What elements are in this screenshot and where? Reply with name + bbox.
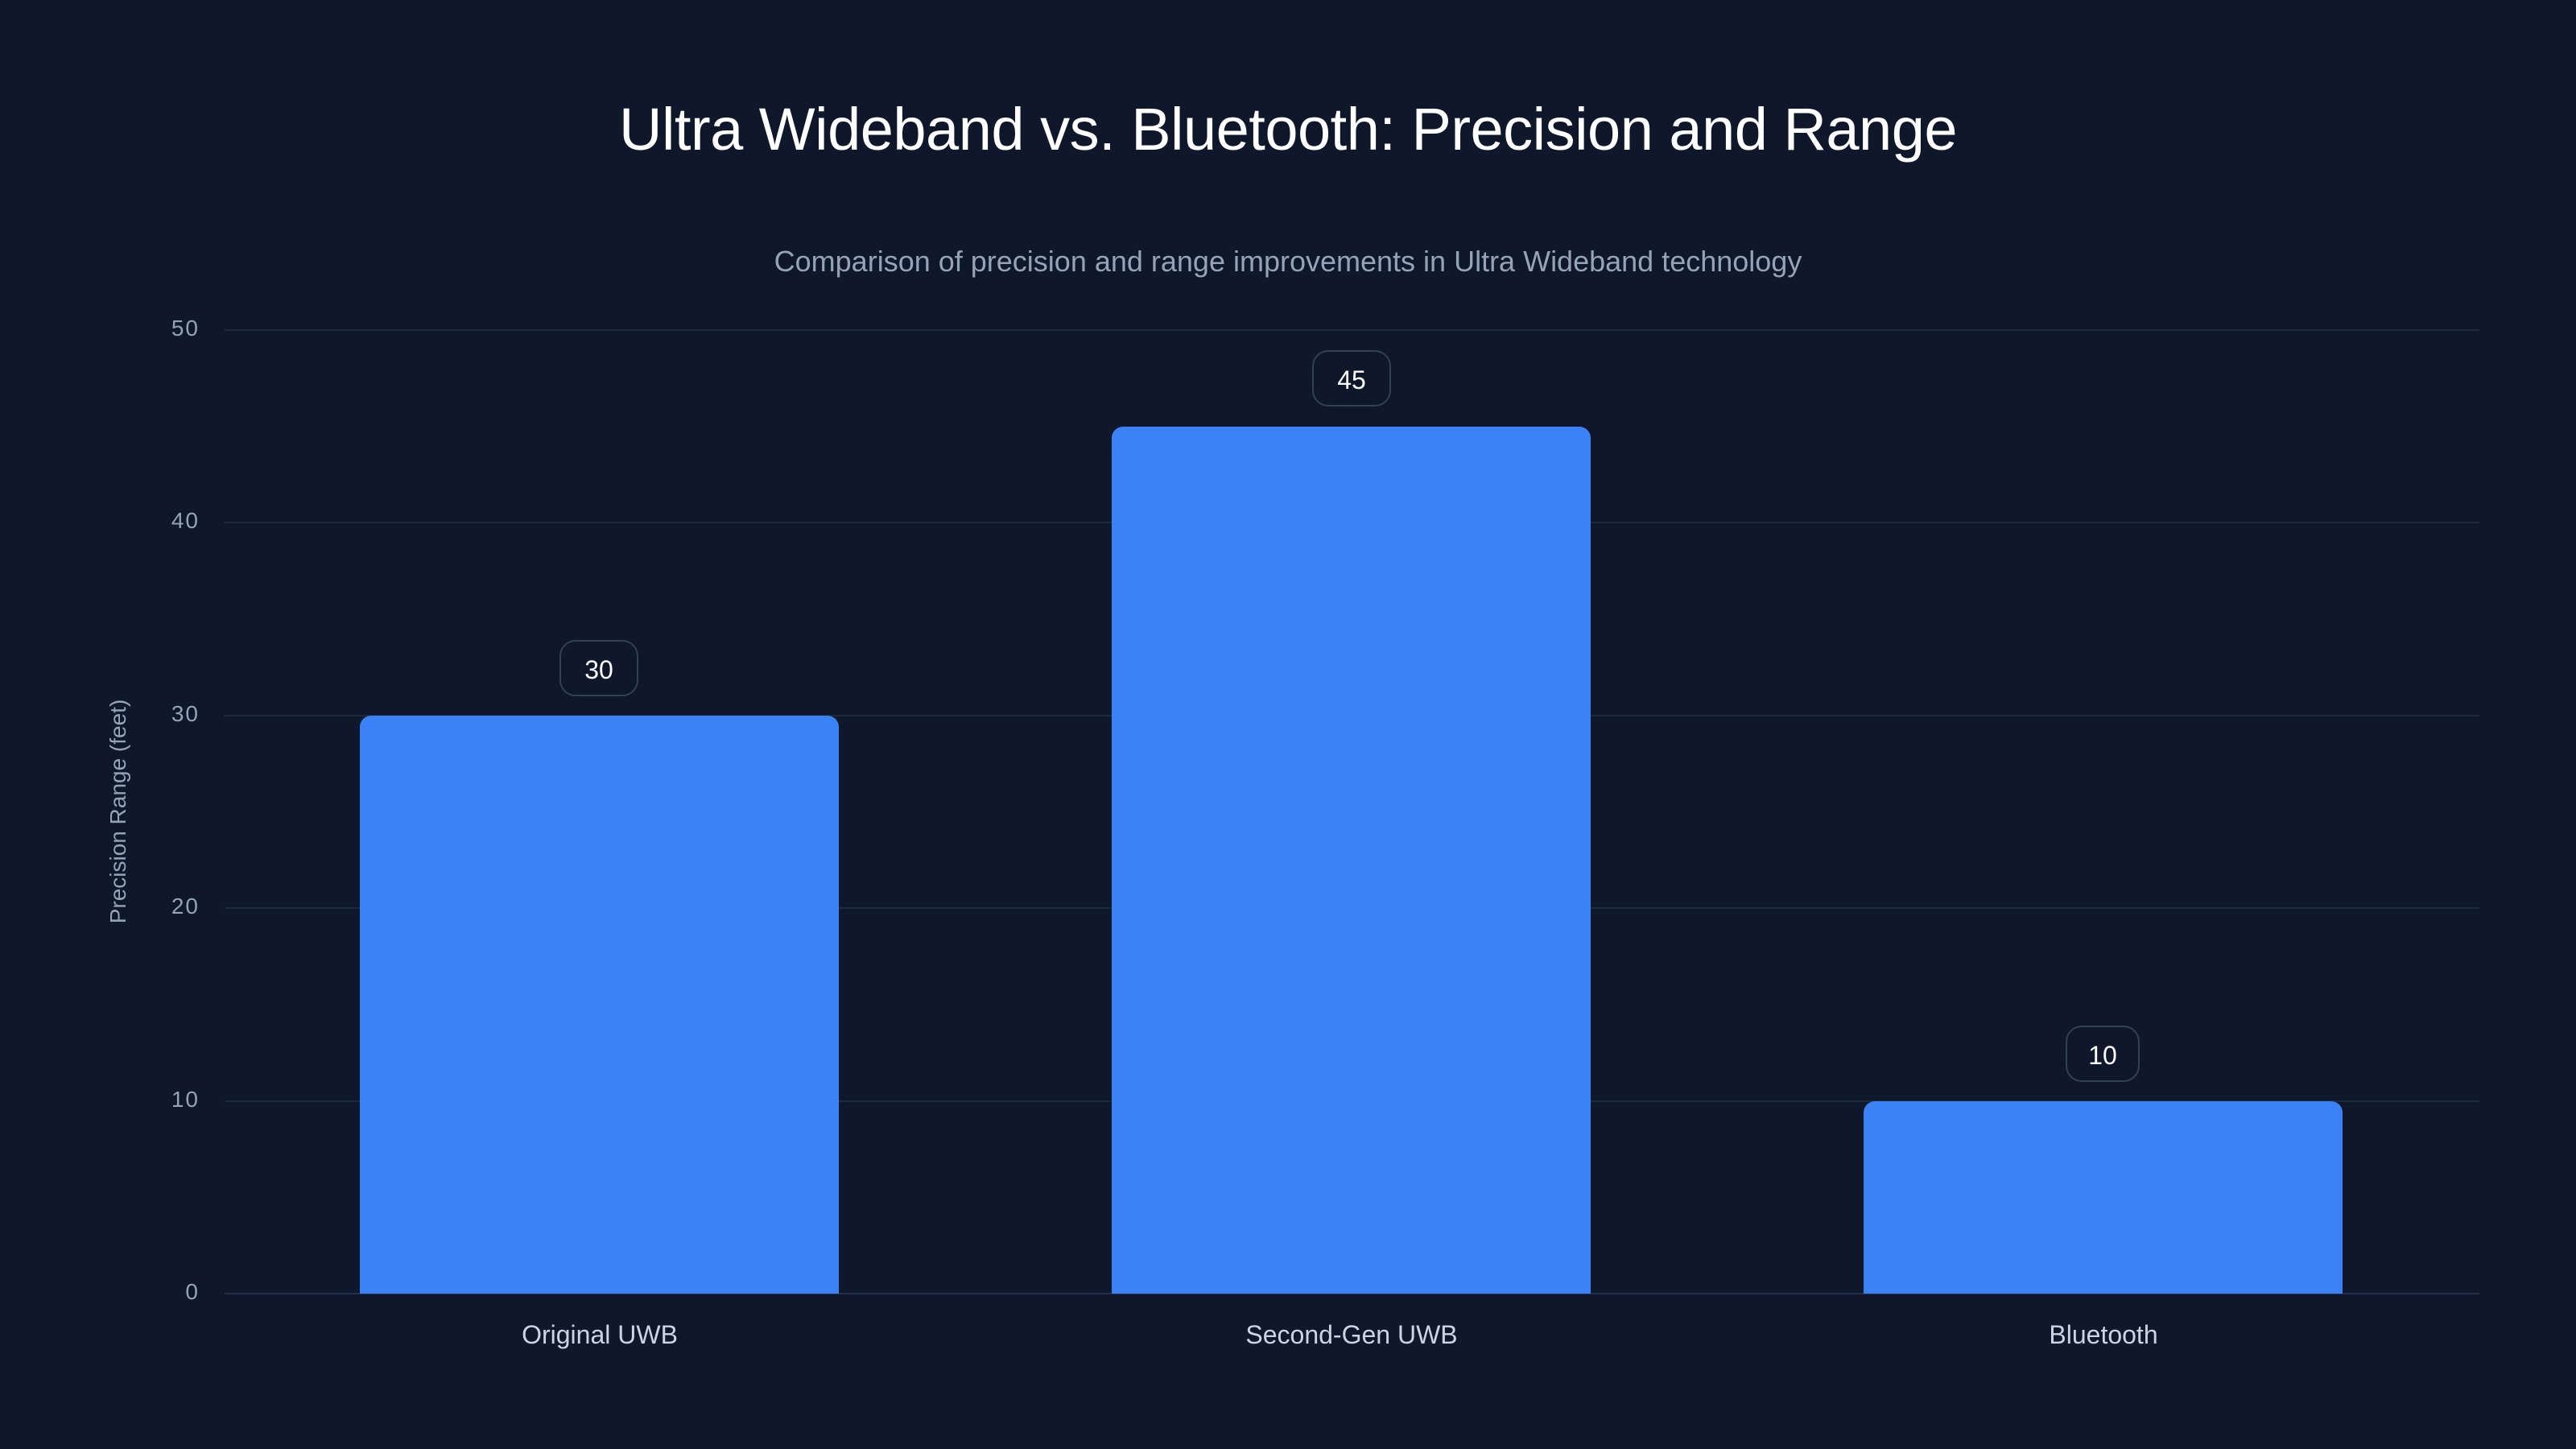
x-tick-second-gen-uwb: Second-Gen UWB (1245, 1320, 1458, 1349)
x-axis-line (225, 1293, 2479, 1294)
value-label-second-gen-uwb: 45 (1312, 350, 1391, 407)
y-tick-20: 20 (171, 894, 200, 919)
y-tick-40: 40 (171, 508, 200, 533)
bar-bluetooth (1864, 1101, 2343, 1294)
x-tick-bluetooth: Bluetooth (2049, 1320, 2158, 1349)
chart-subtitle: Comparison of precision and range improv… (774, 245, 1802, 278)
gridline-50 (225, 329, 2479, 331)
value-label-original-uwb: 30 (559, 640, 638, 696)
x-tick-original-uwb: Original UWB (522, 1320, 678, 1349)
bar-original-uwb (360, 716, 839, 1294)
bar-second-gen-uwb (1112, 427, 1591, 1294)
y-tick-50: 50 (171, 316, 200, 341)
y-axis-label: Precision Range (feet) (105, 699, 130, 924)
y-tick-10: 10 (171, 1087, 200, 1112)
y-tick-0: 0 (185, 1279, 200, 1304)
value-label-bluetooth: 10 (2066, 1026, 2140, 1082)
chart-title: Ultra Wideband vs. Bluetooth: Precision … (619, 96, 1958, 163)
y-tick-30: 30 (171, 701, 200, 726)
